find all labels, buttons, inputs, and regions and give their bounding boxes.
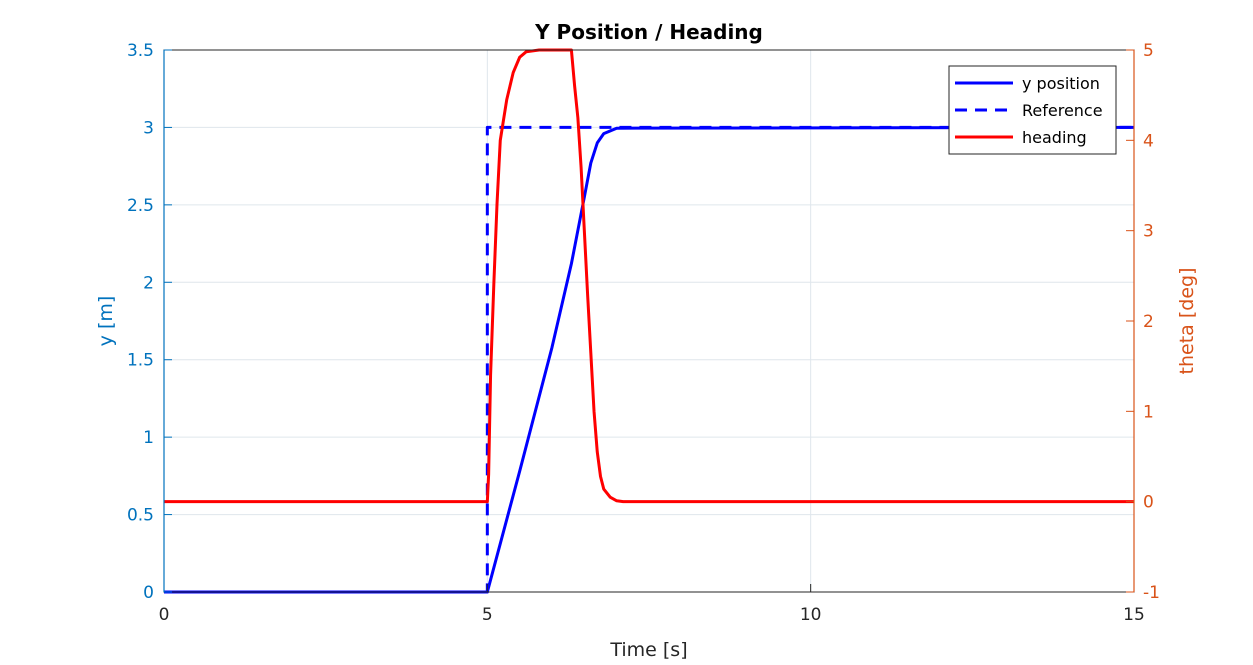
legend: y position Reference heading <box>948 65 1117 155</box>
x-tick-label: 0 <box>159 605 170 625</box>
y-left-tick-label: 1.5 <box>127 351 154 371</box>
y-right-tick-label: 2 <box>1143 312 1154 332</box>
y-left-tick-label: 0.5 <box>127 506 154 526</box>
y-axis-label-left: y [m] <box>95 296 117 347</box>
y-axis-label-right: theta [deg] <box>1176 268 1198 375</box>
x-tick-label: 10 <box>800 605 822 625</box>
legend-label: Reference <box>1022 101 1103 120</box>
x-tick-label: 5 <box>482 605 493 625</box>
x-axis-label: Time [s] <box>609 639 687 661</box>
y-left-tick-label: 2 <box>143 273 154 293</box>
legend-label: y position <box>1022 74 1100 93</box>
y-right-tick-label: 0 <box>1143 493 1154 513</box>
y-left-tick-label: 3.5 <box>127 41 154 61</box>
y-left-tick-label: 1 <box>143 428 154 448</box>
y-right-tick-label: -1 <box>1143 583 1160 603</box>
axes-group: 0 5 10 15 0 0.5 1 1.5 2 2.5 3 3.5 -1 0 1 2 3 4 5 <box>127 41 1160 625</box>
y-right-tick-label: 4 <box>1143 131 1154 151</box>
y-left-tick-label: 2.5 <box>127 196 154 216</box>
legend-label: heading <box>1022 128 1087 147</box>
y-right-tick-label: 1 <box>1143 402 1154 422</box>
chart-title: Y Position / Heading <box>534 20 763 44</box>
x-tick-label: 15 <box>1123 605 1145 625</box>
y-right-tick-label: 5 <box>1143 41 1154 61</box>
y-left-tick-label: 0 <box>143 583 154 603</box>
series-line-y-position <box>164 125 1135 594</box>
y-right-tick-label: 3 <box>1143 222 1154 242</box>
series-line-heading <box>164 48 1134 504</box>
y-left-tick-label: 3 <box>143 118 154 138</box>
